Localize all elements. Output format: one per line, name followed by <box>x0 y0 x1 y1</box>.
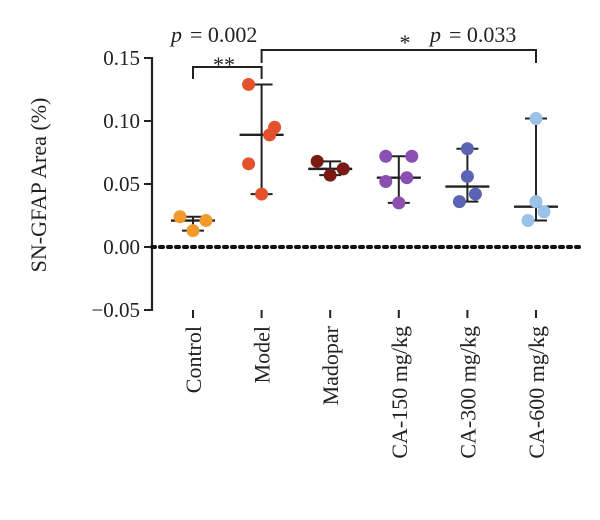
x-tick-label: CA-150 mg/kg <box>387 326 412 459</box>
annotations: ** p = 0.002 * p = 0.033 <box>169 22 516 77</box>
data-point <box>242 157 256 171</box>
data-point <box>452 195 466 209</box>
comparison1-p-label: p <box>169 22 182 47</box>
marks <box>171 49 558 238</box>
comparison1-p-value: = 0.002 <box>190 22 257 47</box>
x-tick-label: Madopar <box>318 325 343 405</box>
data-point <box>529 111 543 125</box>
axes: 0.15 0.10 0.05 0.00 −0.05 Control Model Madopar… <box>91 46 582 459</box>
data-point <box>392 196 406 210</box>
x-tick-label: Control <box>181 326 206 393</box>
y-tick-label: 0.00 <box>103 235 140 259</box>
data-point <box>173 210 187 224</box>
x-tick-label: CA-600 mg/kg <box>524 326 549 459</box>
x-tick-label: Model <box>250 326 275 383</box>
data-point <box>400 171 414 185</box>
data-point <box>242 77 256 91</box>
data-point <box>379 174 393 188</box>
comparison1-bracket <box>192 66 263 79</box>
comparison2-p-label: p <box>428 22 441 47</box>
data-point <box>336 162 350 176</box>
x-tick-label: CA-300 mg/kg <box>455 326 480 459</box>
comparison1-stars: ** <box>213 52 235 77</box>
data-point <box>460 169 474 183</box>
data-point <box>405 149 419 163</box>
data-point <box>199 214 213 228</box>
data-point <box>186 224 200 238</box>
data-point <box>379 149 393 163</box>
data-point <box>263 128 277 142</box>
data-point <box>521 214 535 228</box>
y-tick-label: −0.05 <box>91 298 140 322</box>
comparison2-p-value: = 0.033 <box>449 22 516 47</box>
comparison2-bracket <box>260 49 537 63</box>
data-point <box>460 142 474 156</box>
data-point <box>537 205 551 219</box>
data-point <box>255 187 269 201</box>
comparison2-stars: * <box>400 30 411 55</box>
y-tick-label: 0.15 <box>103 46 140 70</box>
data-point <box>468 187 482 201</box>
data-point <box>310 154 324 168</box>
data-point <box>323 168 337 182</box>
y-tick-label: 0.05 <box>103 172 140 196</box>
y-axis-label: SN-GFAP Area (%) <box>26 98 51 273</box>
y-tick-label: 0.10 <box>103 109 140 133</box>
data-point <box>529 195 543 209</box>
